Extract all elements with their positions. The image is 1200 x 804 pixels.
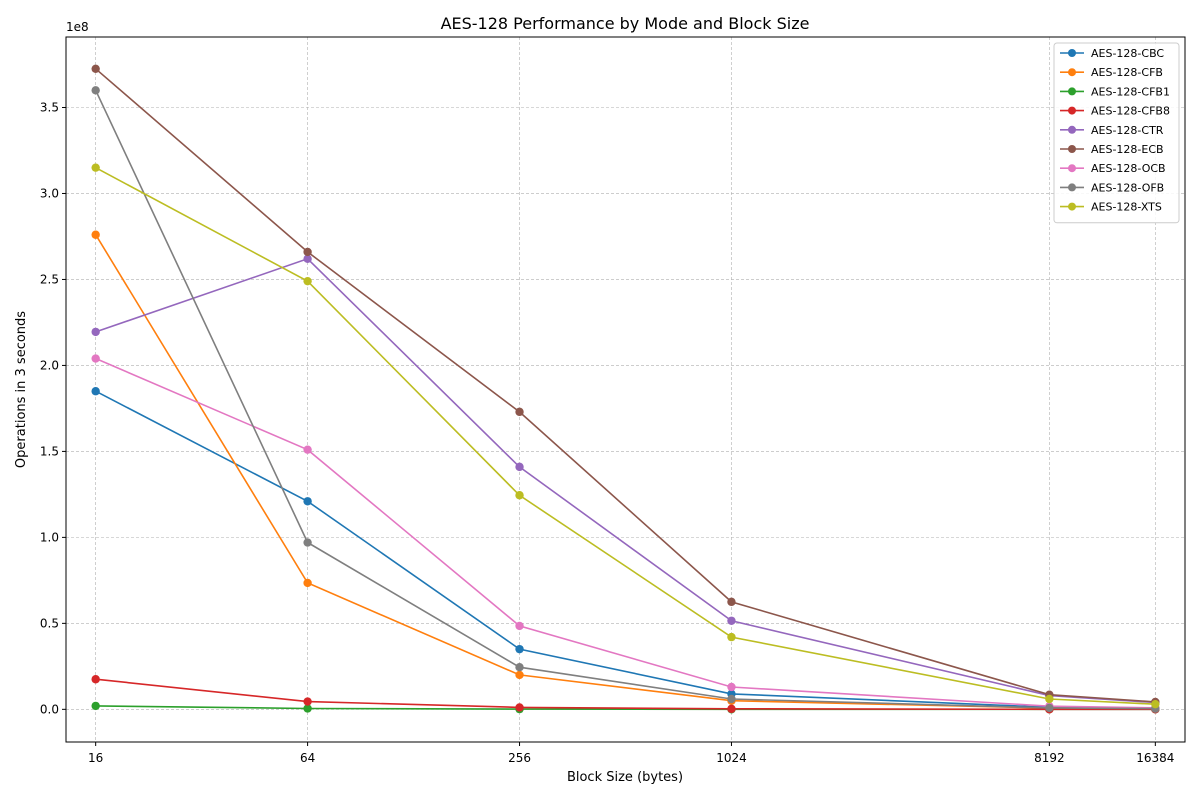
legend-marker [1068, 87, 1076, 96]
data-point [303, 276, 312, 286]
y-tick-label: 0.5 [40, 616, 59, 630]
data-point [727, 616, 736, 625]
x-tick-label: 1024 [716, 751, 747, 765]
series-aes-128-ocb [91, 354, 1160, 712]
y-tick-label: 2.0 [40, 358, 59, 372]
data-point [727, 597, 736, 607]
legend-label: AES-128-CFB [1091, 66, 1163, 79]
legend-box [1053, 42, 1180, 224]
series-aes-128-ctr [91, 254, 1160, 707]
series-line [95, 234, 1156, 710]
y-tick-label: 1.0 [40, 530, 59, 544]
legend-label: AES-128-OFB [1091, 181, 1164, 194]
data-point [515, 703, 524, 712]
data-point [1045, 694, 1054, 704]
data-point [303, 538, 312, 547]
data-point [727, 704, 736, 714]
legend-marker [1068, 183, 1076, 192]
x-axis-label: Block Size (bytes) [567, 770, 683, 785]
data-point [1151, 699, 1160, 709]
legend-marker [1068, 49, 1076, 57]
legend-label: AES-128-CFB8 [1091, 105, 1170, 118]
data-point [91, 675, 100, 684]
y-axis-label: Operations in 3 seconds [14, 311, 29, 468]
series-aes-128-cbc [91, 387, 1160, 713]
legend-marker [1068, 145, 1076, 153]
data-point [303, 445, 312, 454]
x-tick-label: 64 [300, 751, 315, 765]
data-point [91, 64, 100, 74]
x-axis-ticks: 16 64 256 1024 8192 16384 [88, 742, 1174, 765]
series-line [94, 89, 1156, 710]
legend-marker [1068, 125, 1076, 134]
x-tick-label: 8192 [1034, 751, 1065, 765]
data-point [515, 462, 524, 472]
data-point [91, 354, 100, 363]
legend-label: AES-128-CFB1 [1091, 85, 1170, 98]
legend-label: AES-128-CTR [1091, 124, 1164, 137]
series-line [95, 357, 1156, 709]
legend-label: AES-128-ECB [1091, 143, 1164, 156]
series-line [95, 390, 1156, 710]
series-line [95, 678, 1156, 711]
data-point [727, 632, 736, 642]
x-tick-label: 256 [508, 751, 531, 765]
grid [66, 37, 1185, 742]
legend-marker [1068, 164, 1076, 173]
data-point [515, 644, 524, 654]
series-aes-128-xts [91, 163, 1160, 709]
series-aes-128-ecb [91, 64, 1160, 707]
data-point [515, 621, 524, 631]
legend-label: AES-128-CBC [1091, 47, 1164, 60]
data-point [303, 697, 312, 706]
data-point [91, 701, 100, 711]
data-point [515, 407, 524, 417]
legend-label: AES-128-XTS [1091, 201, 1162, 214]
legend-marker [1068, 202, 1076, 211]
data-point [727, 682, 736, 692]
legend: AES-128-CBC AES-128-CFB AES-128-CFB1 AES-12… [1053, 42, 1180, 224]
legend-label: AES-128-OCB [1091, 162, 1166, 175]
y-tick-label: 3.5 [40, 101, 59, 115]
legend-marker [1068, 106, 1076, 115]
y-offset-label: 1e8 [66, 20, 89, 34]
data-point [1045, 703, 1054, 713]
data-point [303, 254, 312, 264]
data-point [91, 327, 100, 337]
data-point [515, 663, 524, 672]
data-point [515, 491, 524, 500]
y-axis-ticks: 0.0 0.5 1.0 1.5 2.0 2.5 3.0 3.5 [40, 101, 66, 716]
data-point [303, 247, 312, 257]
data-point [91, 163, 100, 172]
data-point [91, 387, 100, 396]
y-tick-label: 2.5 [40, 272, 59, 286]
series-group [91, 64, 1160, 714]
chart-title: AES-128 Performance by Mode and Block Si… [441, 14, 810, 33]
series-line [95, 166, 1156, 705]
data-point [303, 704, 312, 713]
data-point [727, 694, 736, 704]
y-tick-label: 1.5 [40, 444, 59, 458]
data-point [91, 230, 100, 239]
data-point [303, 578, 312, 588]
y-tick-label: 3.0 [40, 186, 59, 200]
plot-frame [65, 36, 1186, 743]
series-line [95, 68, 1156, 703]
data-point [91, 86, 100, 95]
x-tick-label: 16 [88, 751, 103, 765]
legend-marker [1068, 68, 1076, 77]
y-tick-label: 0.0 [40, 702, 59, 716]
data-point [515, 670, 524, 680]
x-tick-label: 16384 [1136, 751, 1174, 765]
series-line [95, 257, 1156, 704]
series-aes-128-ofb [91, 86, 1160, 713]
data-point [303, 497, 312, 506]
